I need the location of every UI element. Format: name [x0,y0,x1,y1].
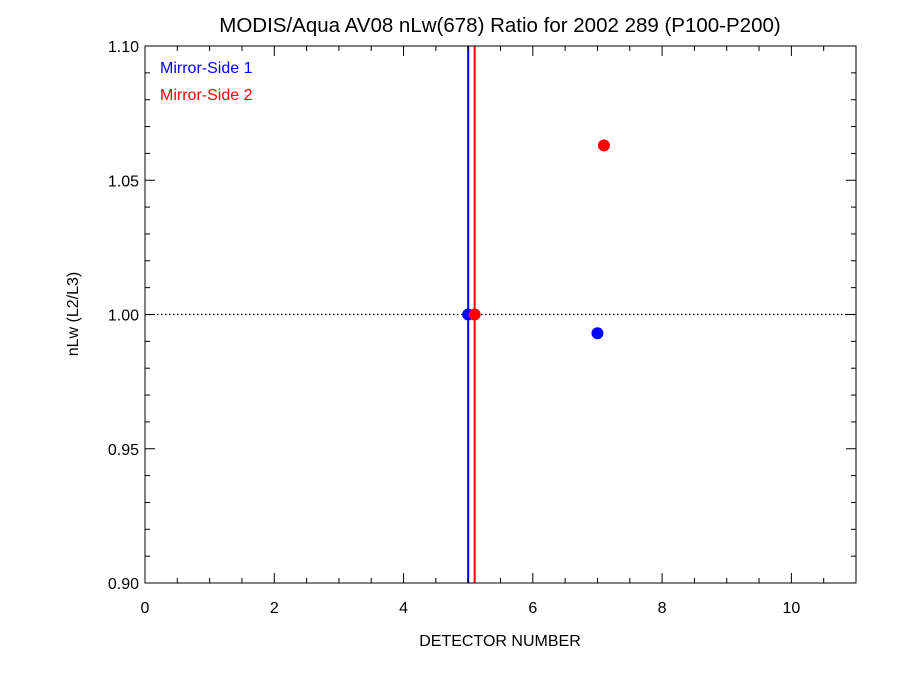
series-2-point [597,139,610,152]
y-tick-label: 1.05 [108,173,139,190]
series-2-point [468,308,481,321]
plot-lines [145,46,856,583]
x-tick-label: 2 [270,600,279,617]
y-tick-label: 1.10 [108,39,139,56]
data-points [462,139,610,340]
y-tick-label: 0.95 [108,442,139,459]
x-tick-label: 10 [782,600,800,617]
x-axis-label: DETECTOR NUMBER [419,633,581,650]
x-tick-label: 8 [658,600,667,617]
chart-title: MODIS/Aqua AV08 nLw(678) Ratio for 2002 … [219,14,780,37]
y-axis-label: nLw (L2/L3) [65,272,82,357]
y-tick-label: 1.00 [108,308,139,325]
y-tick-label: 0.90 [108,576,139,593]
axis-ticks [144,45,857,584]
x-tick-label: 0 [141,600,150,617]
x-tick-label: 4 [399,600,408,617]
x-tick-label: 6 [528,600,537,617]
plot-frame [144,45,857,584]
legend-item-mirror-side-1: Mirror-Side 1 [160,60,253,77]
legend-item-mirror-side-2: Mirror-Side 2 [160,87,253,104]
axis-tick-labels: 0 2 4 6 8 10 0.90 0.95 1.00 1.05 1.10 [108,39,801,617]
series-1-point [591,327,604,340]
